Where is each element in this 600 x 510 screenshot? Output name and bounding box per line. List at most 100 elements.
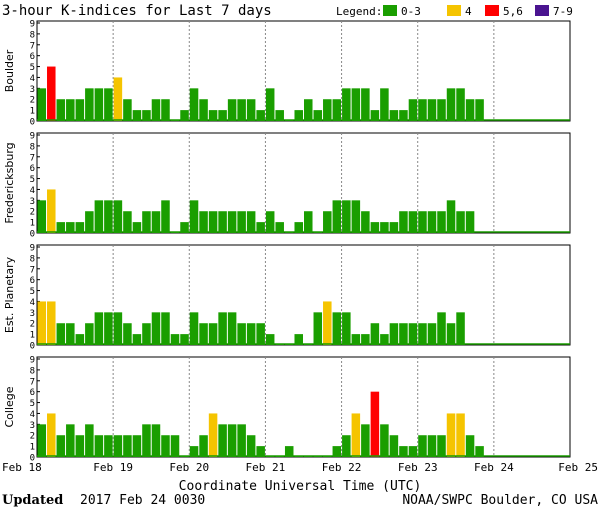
k-index-bar <box>465 435 475 457</box>
k-index-bar <box>56 435 66 457</box>
k-index-bar <box>199 435 208 457</box>
panel-frame <box>36 356 571 458</box>
y-axis-label: Fredericksburg <box>3 142 16 223</box>
k-index-bar <box>256 222 265 233</box>
legend-swatch <box>485 5 499 16</box>
k-index-bar <box>218 110 227 121</box>
y-tick-label: 1 <box>30 331 35 341</box>
k-index-bar <box>332 200 342 233</box>
y-tick-label: 5 <box>30 63 35 73</box>
k-index-bar <box>389 222 399 233</box>
y-axis-label: Est. Planetary <box>3 256 16 333</box>
k-index-bar <box>361 88 370 121</box>
k-index-bar <box>246 435 256 457</box>
k-index-bar <box>246 99 256 121</box>
k-index-bar <box>142 323 151 345</box>
k-index-bar <box>446 200 456 233</box>
k-index-bar <box>142 424 151 457</box>
k-index-bar <box>94 200 104 233</box>
y-tick-label: 7 <box>30 153 35 163</box>
k-index-bar <box>132 334 142 345</box>
y-tick-label: 2 <box>30 208 35 218</box>
k-index-bar <box>370 391 380 457</box>
k-index-bar <box>342 88 351 121</box>
y-tick-label: 6 <box>30 52 35 62</box>
k-index-bar <box>265 334 275 345</box>
y-tick-label: 9 <box>30 356 35 366</box>
k-index-bar <box>151 211 161 233</box>
y-tick-label: 1 <box>30 107 35 117</box>
k-index-bar <box>437 99 446 121</box>
k-index-bar <box>142 110 151 121</box>
k-index-bar <box>351 413 361 457</box>
k-index-bar <box>56 99 66 121</box>
k-index-bar <box>132 435 142 457</box>
k-index-bar <box>256 110 265 121</box>
k-index-bar <box>94 312 104 345</box>
k-index-bar <box>37 301 47 345</box>
credit: NOAA/SWPC Boulder, CO USA <box>402 493 598 508</box>
y-tick-label: 5 <box>30 175 35 185</box>
k-index-bar <box>399 110 408 121</box>
legend-label: Legend: <box>336 5 382 18</box>
k-index-bar <box>189 88 199 121</box>
k-index-bar <box>313 312 323 345</box>
k-index-bar <box>227 424 237 457</box>
legend-item-label: 4 <box>465 5 472 18</box>
k-index-bar <box>123 435 132 457</box>
y-axis-label: Boulder <box>3 49 16 92</box>
y-tick-label: 6 <box>30 388 35 398</box>
k-index-bar <box>446 413 456 457</box>
k-index-bar <box>170 334 180 345</box>
k-index-bar <box>408 323 418 345</box>
k-index-bar <box>66 222 75 233</box>
y-tick-label: 2 <box>30 432 35 442</box>
legend-item-label: 0-3 <box>401 5 421 18</box>
k-index-bar <box>427 435 437 457</box>
k-index-bar <box>37 424 47 457</box>
y-tick-label: 8 <box>30 30 35 40</box>
y-tick-label: 9 <box>30 132 35 142</box>
k-index-bar <box>94 88 104 121</box>
y-tick-label: 9 <box>30 244 35 254</box>
legend-item-label: 5,6 <box>503 5 523 18</box>
k-index-bar <box>199 99 208 121</box>
k-index-bar <box>437 312 446 345</box>
k-index-bar <box>237 323 246 345</box>
legend-swatch <box>383 5 397 16</box>
panel-frame <box>36 244 571 346</box>
k-index-bar <box>351 200 361 233</box>
x-tick-label: Feb 22 <box>322 461 362 474</box>
y-tick-label: 9 <box>30 20 35 30</box>
k-index-bar <box>456 88 465 121</box>
y-axis-label: College <box>3 386 16 427</box>
y-tick-label: 4 <box>30 298 35 308</box>
k-index-bar <box>208 413 218 457</box>
k-index-bar <box>189 446 199 457</box>
k-index-bar <box>418 211 427 233</box>
y-tick-label: 7 <box>30 377 35 387</box>
k-index-bar <box>161 312 170 345</box>
k-index-bar <box>199 211 208 233</box>
k-index-bar <box>85 88 94 121</box>
k-index-bar <box>256 323 265 345</box>
y-tick-label: 4 <box>30 186 35 196</box>
k-index-bar <box>85 211 94 233</box>
y-tick-label: 3 <box>30 85 35 95</box>
k-index-bar <box>475 99 484 121</box>
chart-panels: 0123456789Boulder0123456789Fredericksbur… <box>3 20 571 464</box>
k-index-bar <box>180 334 189 345</box>
k-index-bar <box>399 323 408 345</box>
k-index-bar <box>399 446 408 457</box>
y-tick-label: 3 <box>30 197 35 207</box>
x-tick-label: Feb 20 <box>169 461 209 474</box>
k-index-bar <box>170 435 180 457</box>
y-tick-label: 5 <box>30 399 35 409</box>
x-tick-label: Feb 18 <box>2 461 42 474</box>
panel-frame <box>36 132 571 234</box>
x-tick-label: Feb 19 <box>93 461 133 474</box>
